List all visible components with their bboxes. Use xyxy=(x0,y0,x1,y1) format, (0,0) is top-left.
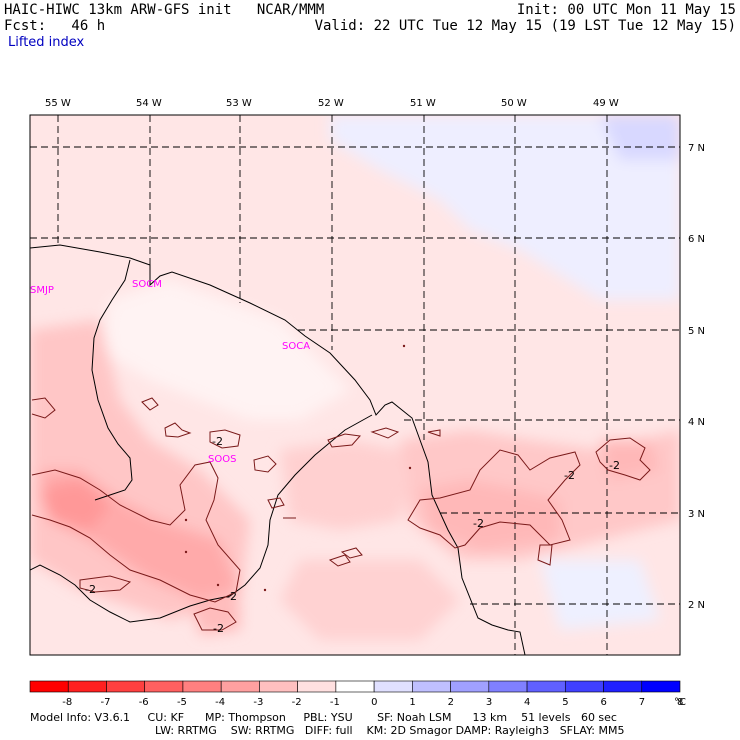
colorbar-unit: °C xyxy=(674,697,686,708)
colorbar-tick-label: 6 xyxy=(601,697,607,708)
lat-label: 7 N xyxy=(688,143,705,154)
colorbar-box xyxy=(297,680,337,693)
contour-label: -2 xyxy=(226,590,237,603)
colorbar-box xyxy=(144,680,184,693)
contour-label: -2 xyxy=(473,517,484,530)
colorbar-box xyxy=(182,680,222,693)
colorbar-tick-label: 1 xyxy=(409,697,415,708)
colorbar-tick-label: -1 xyxy=(330,697,340,708)
forecast-hour: Fcst: 46 h xyxy=(4,18,106,34)
init-time: Init: 00 UTC Mon 11 May 15 xyxy=(516,2,736,18)
colorbar-tick-label: 8 xyxy=(677,697,683,708)
colorbar-box xyxy=(373,680,413,693)
colorbar-tick-label: -7 xyxy=(100,697,110,708)
shading-layer xyxy=(30,115,680,640)
colorbar-tick-label: -3 xyxy=(253,697,263,708)
colorbar-tick-label: -6 xyxy=(139,697,149,708)
colorbar-box xyxy=(564,680,604,693)
contour-lines xyxy=(31,397,651,631)
map-frame xyxy=(29,114,681,656)
colorbar-box xyxy=(220,680,260,693)
colorbar-tick-label: 7 xyxy=(639,697,645,708)
colorbar-ticks: -8 -7 -6 -5 -4 -3 -2 -1 0 1 2 3 4 5 6 7 8 xyxy=(62,697,683,708)
model-info-line-2: LW: RRTMG SW: RRTMG DIFF: full KM: 2D Sm… xyxy=(155,724,625,737)
lat-label: 4 N xyxy=(688,417,705,428)
station-socm: SOCM xyxy=(132,279,162,290)
colorbar-box xyxy=(335,680,375,693)
colorbar-boxes xyxy=(29,680,681,693)
colorbar-box xyxy=(29,680,69,693)
colorbar-box xyxy=(412,680,451,693)
colorbar-tick-label: -5 xyxy=(177,697,187,708)
lon-label: 52 W xyxy=(318,98,344,109)
contour-label: -2 xyxy=(212,435,223,448)
lon-label: 49 W xyxy=(593,98,619,109)
colorbar-box xyxy=(488,680,528,693)
colorbar-tick-label: 0 xyxy=(371,697,377,708)
lon-labels: 55 W 54 W 53 W 52 W 51 W 50 W 49 W xyxy=(45,98,619,109)
plot-title: HAIC-HIWC 13km ARW-GFS init NCAR/MMM xyxy=(4,2,325,18)
station-soos: SOOS xyxy=(208,454,236,465)
colorbar-tick-label: -8 xyxy=(62,697,72,708)
colorbar-box xyxy=(67,680,107,693)
lon-label: 55 W xyxy=(45,98,71,109)
colorbar-tick-label: 5 xyxy=(562,697,568,708)
model-info-line-1: Model Info: V3.6.1 CU: KF MP: Thompson P… xyxy=(30,711,617,724)
lon-label: 50 W xyxy=(501,98,527,109)
contour-dots xyxy=(184,344,412,592)
colorbar-tick-label: -4 xyxy=(215,697,225,708)
contour-label: -2 xyxy=(564,469,575,482)
lat-lon-grid xyxy=(30,115,680,655)
station-labels: SMJP SOCM SOCA SOOS xyxy=(30,279,310,465)
station-smjp: SMJP xyxy=(30,285,54,296)
lat-label: 5 N xyxy=(688,326,705,337)
lat-label: 3 N xyxy=(688,509,705,520)
lon-label: 53 W xyxy=(226,98,252,109)
colorbar-tick-label: 2 xyxy=(448,697,454,708)
lat-label: 6 N xyxy=(688,234,705,245)
contour-labels: -2 -2 -2 -2 -2 -2 -2 xyxy=(85,435,620,635)
colorbar-box xyxy=(450,680,490,693)
contour-label: -2 xyxy=(609,459,620,472)
coastline xyxy=(30,244,526,655)
colorbar-box xyxy=(526,680,566,693)
contour-label: -2 xyxy=(213,622,224,635)
field-name: Lifted index xyxy=(8,35,85,50)
colorbar-tick-label: -2 xyxy=(292,697,302,708)
lat-labels: 7 N 6 N 5 N 4 N 3 N 2 N xyxy=(688,143,705,611)
colorbar-box xyxy=(641,680,681,693)
colorbar-box xyxy=(603,680,643,693)
station-soca: SOCA xyxy=(282,341,310,352)
lat-label: 2 N xyxy=(688,600,705,611)
valid-time: Valid: 22 UTC Tue 12 May 15 (19 LST Tue … xyxy=(314,18,736,34)
lon-label: 54 W xyxy=(136,98,162,109)
colorbar-tick-label: 4 xyxy=(524,697,530,708)
contour-label: -2 xyxy=(85,583,96,596)
colorbar-box xyxy=(106,680,146,693)
colorbar-tick-label: 3 xyxy=(486,697,492,708)
lon-label: 51 W xyxy=(410,98,436,109)
colorbar-box xyxy=(259,680,298,693)
